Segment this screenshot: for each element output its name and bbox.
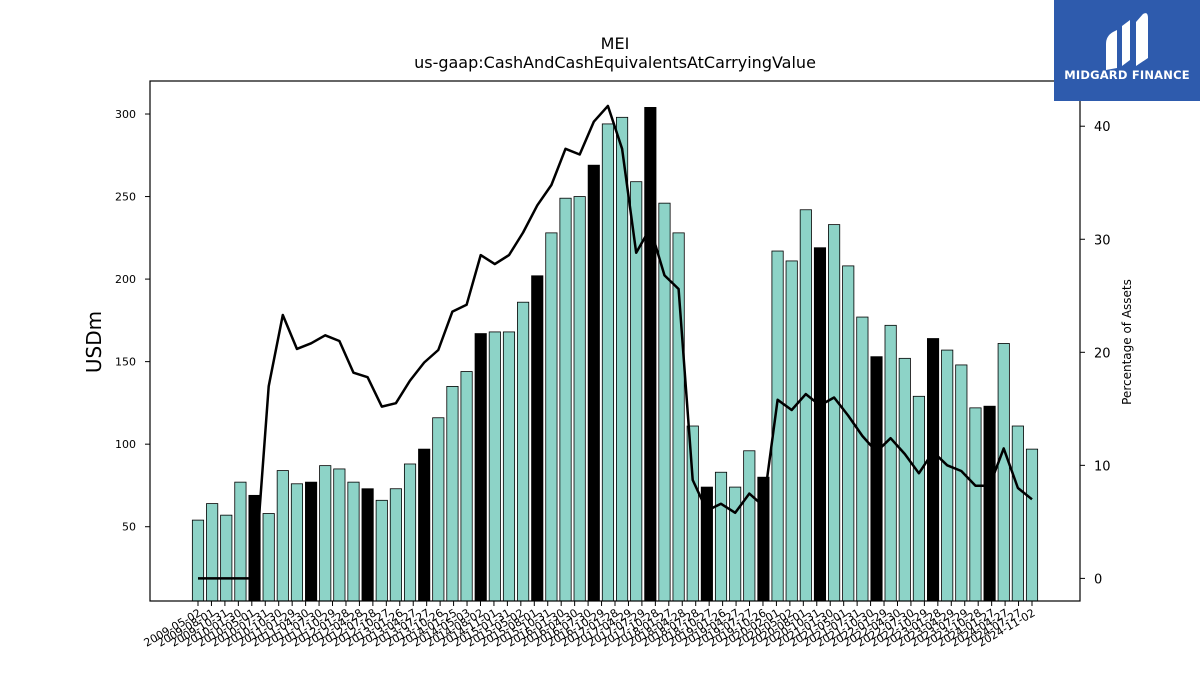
bar (842, 265, 855, 602)
bar (997, 343, 1010, 602)
y-tick-label: 150 (115, 356, 136, 369)
y2-axis-label: Percentage of Assets (1120, 279, 1134, 405)
series-line (198, 104, 1033, 580)
y2-tick-label: 0 (1094, 572, 1102, 587)
bar (983, 405, 996, 602)
bar (460, 371, 473, 602)
bar (531, 275, 544, 602)
bar (898, 357, 911, 602)
bar (926, 338, 940, 602)
y2-tick-label: 10 (1094, 459, 1111, 474)
bar (573, 196, 586, 602)
bar (403, 463, 417, 602)
bar (333, 468, 346, 602)
bar (1025, 448, 1039, 602)
bar (856, 316, 869, 602)
bar (276, 470, 289, 602)
bar (488, 331, 501, 602)
logo-text: MIDGARD FINANCE (1064, 68, 1190, 82)
bar (743, 450, 756, 602)
bar (799, 209, 812, 602)
bar (375, 499, 388, 602)
brand-logo: MIDGARD FINANCE (1054, 0, 1200, 101)
y-tick-label: 250 (115, 191, 136, 204)
bar (644, 107, 657, 602)
bar (234, 481, 247, 602)
bar (290, 483, 304, 602)
bar (686, 425, 699, 602)
logo-mark-icon (1106, 13, 1148, 70)
bar (389, 488, 402, 602)
bar (206, 503, 219, 602)
bar (813, 247, 827, 602)
y-tick-label: 300 (115, 108, 136, 121)
bar (601, 123, 614, 602)
bar (955, 364, 968, 602)
bar (305, 481, 318, 602)
bar (757, 476, 770, 602)
bar (714, 471, 728, 602)
y-tick-label: 50 (122, 521, 136, 534)
bar (517, 301, 530, 602)
plot-area: 501001502002503000102030402009-05-022009… (115, 104, 1111, 650)
bar (262, 513, 275, 602)
bar (884, 324, 897, 602)
bar (474, 333, 487, 602)
y2-tick-label: 20 (1094, 346, 1111, 361)
bar (432, 417, 445, 602)
bar (502, 331, 516, 602)
bar (559, 197, 572, 602)
y-tick-label: 100 (115, 438, 136, 451)
y2-tick-label: 30 (1094, 233, 1111, 248)
y2-tick-label: 40 (1094, 120, 1111, 135)
bar (545, 232, 558, 602)
bar (969, 407, 982, 602)
bar (870, 356, 883, 602)
bar (191, 519, 205, 602)
bar (418, 448, 431, 602)
y-tick-label: 200 (115, 273, 136, 286)
chart-subtitle: us-gaap:CashAndCashEquivalentsAtCarrying… (414, 53, 816, 72)
bar (587, 164, 600, 602)
bar (446, 385, 459, 602)
y-axis-label: USDm (82, 311, 106, 373)
bar (828, 224, 841, 602)
bar (347, 481, 360, 602)
bar (912, 395, 925, 602)
bar (941, 349, 954, 602)
bar (616, 116, 629, 602)
bar (319, 465, 332, 602)
bar (729, 486, 742, 602)
chart-title: MEI (601, 34, 630, 53)
bar (785, 260, 798, 602)
bar (1011, 425, 1024, 602)
plot-frame (149, 80, 1081, 602)
bar (220, 514, 233, 602)
bar (361, 488, 374, 602)
